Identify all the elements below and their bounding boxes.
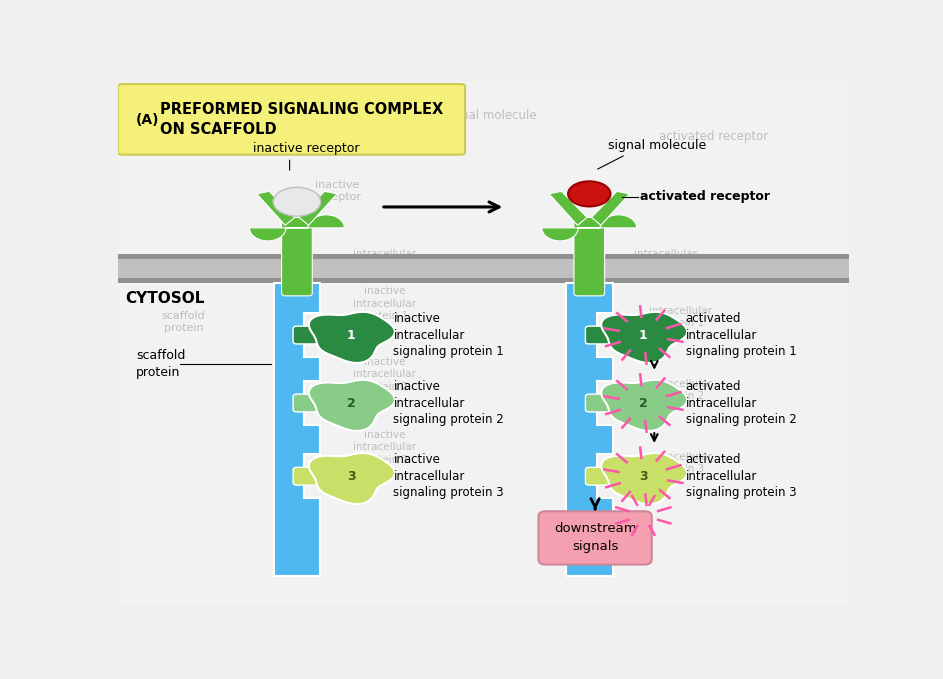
Polygon shape [601,453,687,504]
Text: inactive
intracellular
protein 1: inactive intracellular protein 1 [353,287,416,321]
Bar [118,254,849,259]
Polygon shape [601,312,687,363]
Text: 2: 2 [639,397,648,409]
Polygon shape [591,191,630,225]
Text: 1: 1 [347,329,356,342]
Polygon shape [601,380,687,431]
Text: signal molecule: signal molecule [444,109,537,122]
Text: 3: 3 [639,470,648,483]
Ellipse shape [273,187,321,216]
FancyBboxPatch shape [282,217,312,296]
FancyBboxPatch shape [293,326,321,344]
Text: (A): (A) [136,113,159,127]
Text: downstream
signals: downstream signals [554,522,637,553]
Text: PREFORMED SIGNALING COMPLEX
ON SCAFFOLD: PREFORMED SIGNALING COMPLEX ON SCAFFOLD [160,103,443,137]
Text: inactive
intracellular
signaling protein 3: inactive intracellular signaling protein… [393,453,504,499]
Polygon shape [273,282,321,576]
Text: inactive receptor: inactive receptor [253,142,359,155]
FancyBboxPatch shape [293,467,321,485]
Text: inactive
intracellular
signaling protein 2: inactive intracellular signaling protein… [393,380,505,426]
Polygon shape [549,191,587,225]
Polygon shape [308,453,395,504]
Polygon shape [256,191,295,225]
Text: CYTOSOL: CYTOSOL [125,291,205,306]
Text: intracellular
protein 1: intracellular protein 1 [649,306,712,328]
FancyBboxPatch shape [538,511,652,564]
Polygon shape [299,191,338,225]
Ellipse shape [568,181,610,206]
FancyBboxPatch shape [118,84,465,155]
Text: inactive
intracellular
protein 2: inactive intracellular protein 2 [353,357,416,392]
Text: signal molecule: signal molecule [607,139,705,152]
Bar [118,254,849,282]
Text: activated receptor: activated receptor [640,190,770,203]
Text: scaffold
protein: scaffold protein [136,349,186,379]
Bar [118,278,849,282]
Polygon shape [308,380,395,431]
Polygon shape [566,282,613,576]
Text: activated
intracellular
signaling protein 3: activated intracellular signaling protei… [686,453,796,499]
Text: inactive
receptor: inactive receptor [314,180,360,202]
FancyBboxPatch shape [574,217,604,296]
Text: 3: 3 [347,470,356,483]
Polygon shape [249,215,344,241]
Text: intracellular
protein 2: intracellular protein 2 [649,379,712,401]
FancyBboxPatch shape [586,326,613,344]
Text: inactive
intracellular
signaling protein 1: inactive intracellular signaling protein… [393,312,505,358]
Text: downstream: downstream [557,539,621,549]
Text: activated receptor: activated receptor [659,130,769,143]
Text: intracellular: intracellular [353,249,416,259]
Polygon shape [542,215,637,241]
Text: intracellular: intracellular [635,249,698,259]
Text: inactive
intracellular
protein 3: inactive intracellular protein 3 [353,430,416,465]
Text: activated
intracellular
signaling protein 1: activated intracellular signaling protei… [686,312,797,358]
Text: scaffold
protein: scaffold protein [162,311,206,333]
Text: 2: 2 [347,397,356,409]
FancyBboxPatch shape [586,467,613,485]
Text: 1: 1 [639,329,648,342]
FancyBboxPatch shape [293,394,321,412]
Text: activated
intracellular
signaling protein 2: activated intracellular signaling protei… [686,380,797,426]
Text: intracellular
protein 3: intracellular protein 3 [649,452,712,475]
FancyBboxPatch shape [586,394,613,412]
Polygon shape [308,312,395,363]
